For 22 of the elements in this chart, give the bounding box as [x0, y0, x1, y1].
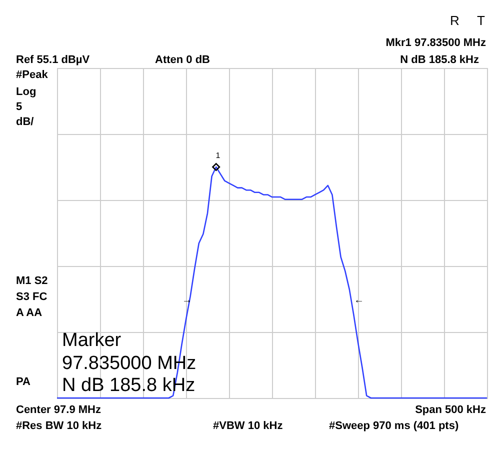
- text: Span 500 kHz: [415, 404, 486, 416]
- text: A AA: [16, 307, 42, 319]
- text: #Res BW 10 kHz: [16, 420, 102, 432]
- text: Ref 55.1 dBµV: [16, 54, 90, 66]
- text: R: [450, 13, 460, 28]
- text: 1: [216, 151, 221, 160]
- text: Atten 0 dB: [155, 54, 210, 66]
- text: Mkr1 97.83500 MHz: [386, 37, 486, 49]
- text: dB/: [16, 116, 34, 128]
- text: #VBW 10 kHz: [213, 420, 284, 432]
- text: Log: [16, 86, 36, 98]
- text: #Sweep 970 ms (401 pts): [329, 420, 459, 432]
- annotation: Marker: [62, 330, 122, 351]
- text: T: [477, 13, 485, 28]
- annotation: ←: [354, 295, 364, 306]
- text: #Peak: [16, 69, 49, 81]
- text: Center 97.9 MHz: [16, 404, 102, 416]
- text: M1 S2: [16, 275, 48, 287]
- text: N dB 185.8 kHz: [400, 54, 480, 66]
- text: 5: [16, 101, 22, 113]
- text: PA: [16, 376, 31, 388]
- text: S3 FC: [16, 291, 48, 303]
